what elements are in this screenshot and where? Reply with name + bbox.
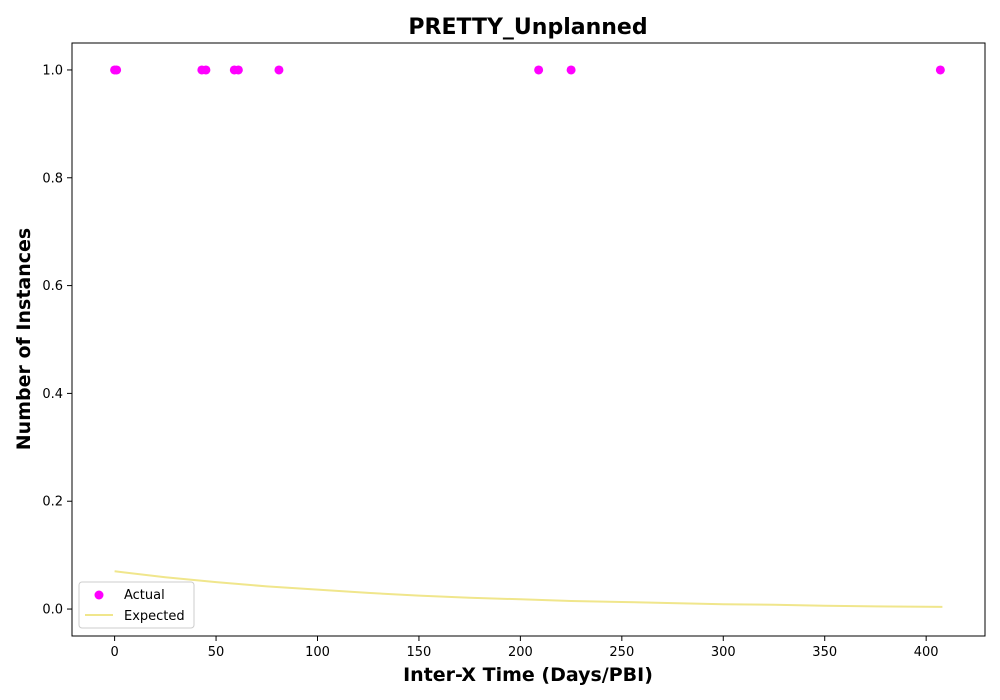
plot-area: 0 50 100 150 200 250 300 350 400 0.0 0.2 0.4 0.6 0.8… <box>42 42 986 660</box>
y-tick-label: 0.6 <box>42 279 63 294</box>
y-tick-label: 0.4 <box>42 387 63 402</box>
actual-data-point <box>233 65 243 75</box>
actual-data-point <box>201 65 211 75</box>
legend-label-expected: Expected <box>124 609 185 624</box>
y-tick-label: 0.0 <box>42 603 63 618</box>
actual-data-point <box>274 65 284 75</box>
y-tick-label: 0.2 <box>42 495 63 510</box>
y-axis-ticks: 0.0 0.2 0.4 0.6 0.8 1.0 <box>42 63 72 618</box>
actual-data-point <box>935 65 945 75</box>
legend-label-actual: Actual <box>124 588 165 603</box>
legend: Actual Expected <box>78 581 195 629</box>
actual-data-point <box>112 65 122 75</box>
legend-box <box>78 581 195 629</box>
expected-series-line <box>114 570 943 608</box>
y-tick-label: 1.0 <box>42 63 63 78</box>
x-axis-ticks: 0 50 100 150 200 250 300 350 400 <box>110 636 939 660</box>
actual-data-point <box>566 65 576 75</box>
actual-data-point <box>534 65 544 75</box>
plot-frame <box>71 42 986 637</box>
legend-marker-actual <box>94 590 104 600</box>
x-tick-label: 300 <box>711 645 736 660</box>
x-tick-label: 400 <box>914 645 939 660</box>
series-layer <box>110 65 945 608</box>
x-tick-label: 100 <box>305 645 330 660</box>
x-tick-label: 150 <box>407 645 432 660</box>
y-axis-label: Number of Instances <box>13 228 35 450</box>
chart-title: PRETTY_Unplanned <box>408 15 647 40</box>
x-axis-label: Inter-X Time (Days/PBI) <box>403 664 653 686</box>
y-tick-label: 0.8 <box>42 171 63 186</box>
x-tick-label: 0 <box>110 645 118 660</box>
x-tick-label: 250 <box>609 645 634 660</box>
x-tick-label: 350 <box>812 645 837 660</box>
x-tick-label: 200 <box>508 645 533 660</box>
x-tick-label: 50 <box>208 645 225 660</box>
